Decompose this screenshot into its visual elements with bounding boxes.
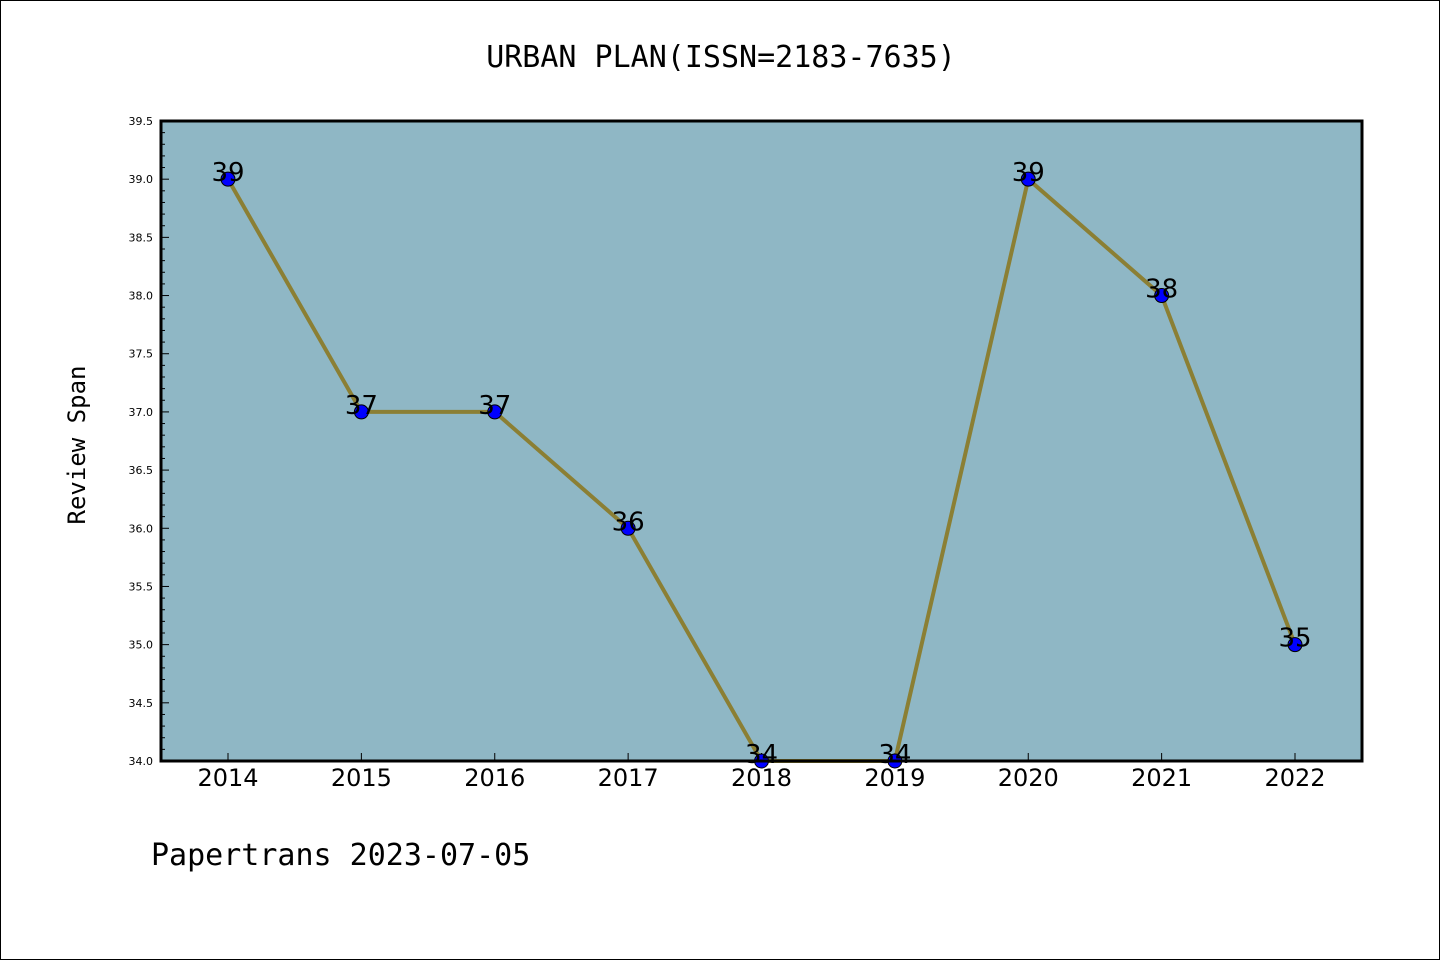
data-point (1154, 288, 1170, 304)
y-tick-label: 37.5 (129, 348, 154, 361)
data-label: 36 (612, 507, 645, 537)
x-tick-label: 2022 (1264, 764, 1325, 792)
y-tick-label: 38.0 (129, 290, 154, 303)
data-label: 35 (1278, 624, 1311, 654)
x-tick-label: 2017 (598, 764, 659, 792)
y-tick-label: 38.5 (129, 231, 154, 244)
y-tick-label: 35.5 (129, 580, 154, 593)
x-tick-label: 2019 (864, 764, 925, 792)
x-tick-label: 2020 (998, 764, 1059, 792)
data-point (1287, 637, 1303, 653)
data-label: 37 (478, 391, 511, 421)
data-point (1020, 171, 1036, 187)
data-label: 34 (878, 740, 911, 770)
x-axis: 2014 2015 2016 2017 2018 2019 2020 2021 2022 (197, 753, 1326, 792)
y-tick-label: 36.5 (129, 464, 154, 477)
y-tick-label: 34.0 (129, 755, 154, 768)
y-axis-label: Review Span (63, 366, 91, 525)
x-tick-label: 2018 (731, 764, 792, 792)
x-tick-label: 2015 (331, 764, 392, 792)
data-point (353, 404, 369, 420)
y-tick-label: 35.0 (129, 639, 154, 652)
plot-border (159, 119, 1364, 763)
x-tick-label: 2016 (464, 764, 525, 792)
x-tick-label: 2014 (197, 764, 258, 792)
y-tick-label: 36.0 (129, 522, 154, 535)
y-tick-label: 39.0 (129, 173, 154, 186)
data-point (487, 404, 503, 420)
y-tick-label: 37.0 (129, 406, 154, 419)
data-point (620, 520, 636, 536)
y-tick-label: 39.5 (129, 115, 154, 128)
data-label: 39 (211, 158, 244, 188)
x-tick-label: 2021 (1131, 764, 1192, 792)
y-tick-label: 34.5 (129, 697, 154, 710)
data-label: 38 (1145, 275, 1178, 305)
data-label: 37 (345, 391, 378, 421)
data-label: 39 (1012, 158, 1045, 188)
data-point (220, 171, 236, 187)
chart-title: URBAN PLAN(ISSN=2183-7635) (486, 40, 956, 75)
data-label: 34 (745, 740, 778, 770)
plot-area (161, 121, 1362, 761)
footer-text: Papertrans 2023-07-05 (151, 838, 530, 873)
